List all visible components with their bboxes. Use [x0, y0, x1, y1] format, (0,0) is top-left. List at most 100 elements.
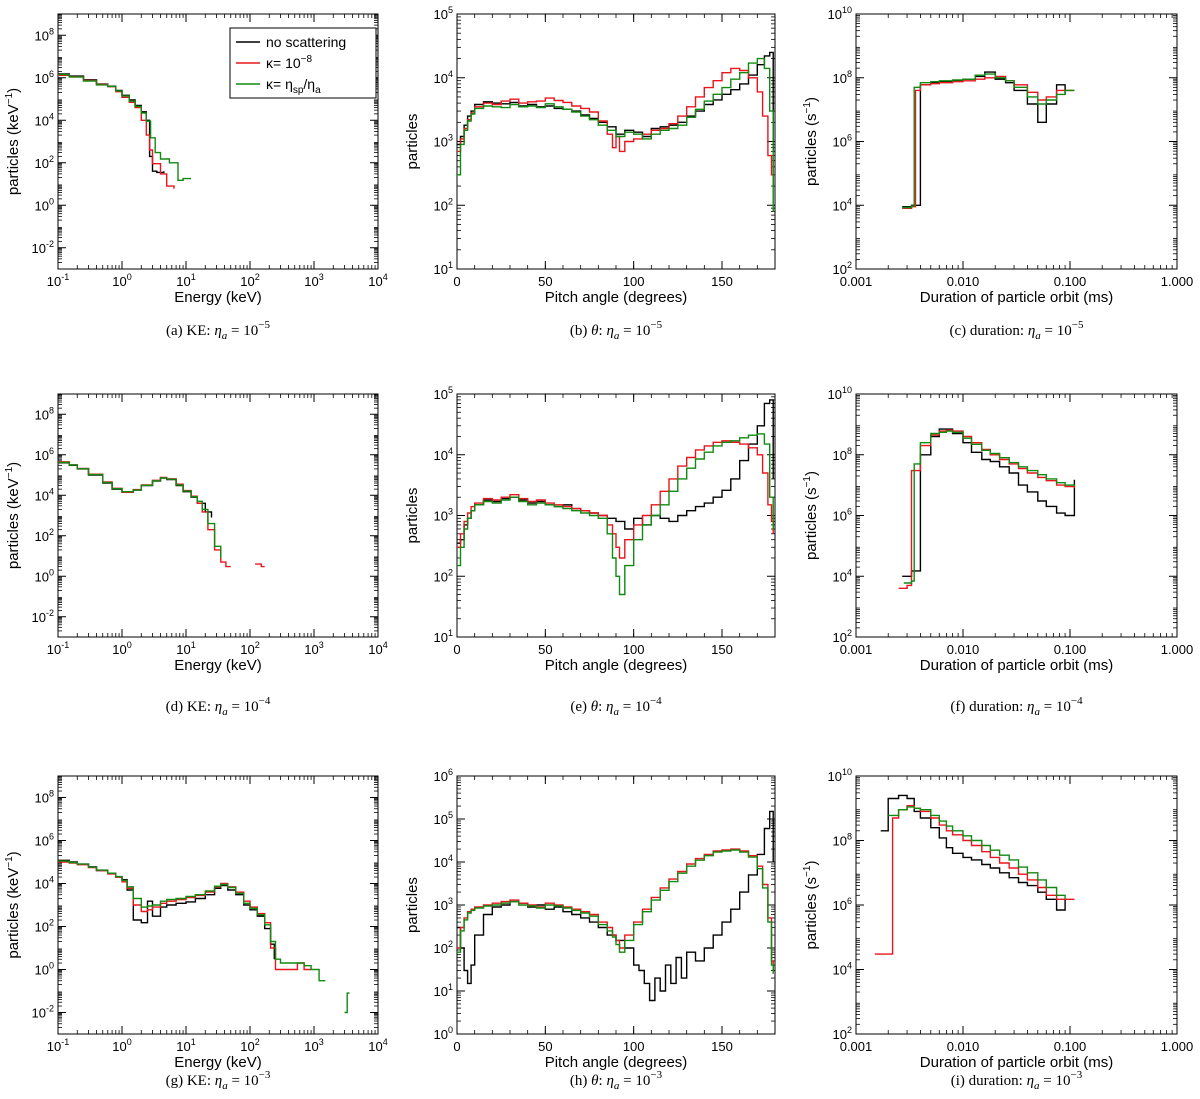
series--sp-a [457, 433, 774, 596]
y-tick-label: 100 [35, 567, 54, 584]
y-tick-label: 103 [434, 896, 453, 913]
y-tick-label: 102 [833, 1025, 852, 1042]
x-tick-label: 103 [304, 640, 323, 657]
panel-caption: (c) duration: ηa = 10−5 [950, 319, 1084, 342]
y-tick-label: 102 [35, 527, 54, 544]
plot-frame [456, 393, 776, 638]
y-tick-label: 101 [434, 628, 453, 645]
x-tick-label: 0.001 [840, 274, 873, 289]
x-tick-label: 100 [112, 1037, 131, 1054]
x-axis-label: Energy (keV) [174, 1054, 262, 1071]
y-tick-label: 104 [434, 69, 453, 86]
x-axis-label: Duration of particle orbit (ms) [920, 1054, 1113, 1071]
legend-label: κ= ηsp/ηa [266, 76, 321, 96]
series-no-scattering [58, 73, 165, 174]
x-axis-label: Duration of particle orbit (ms) [920, 289, 1113, 306]
y-tick-label: 104 [434, 853, 453, 870]
y-axis-label: particles (s−1) [802, 97, 820, 186]
y-tick-label: 102 [434, 939, 453, 956]
series-no-scattering [902, 428, 1076, 577]
series--sp-a [888, 806, 1066, 900]
series--sp-a [903, 430, 1076, 584]
series--10-8 [898, 429, 1076, 589]
x-tick-label: 1.000 [1161, 274, 1194, 289]
y-tick-label: 108 [833, 69, 852, 86]
series--10-8 [874, 805, 1075, 955]
x-tick-label: 0 [453, 274, 460, 289]
x-tick-label: 0.100 [1054, 1039, 1087, 1054]
chart-panel-b: 0 50 100 150 101 102 103 104 105 Pitch angle (deg… [404, 5, 776, 342]
chart-panel-e: 0 50 100 150 101 102 103 104 105 Pitch angle (deg… [404, 385, 776, 718]
y-tick-label: 106 [35, 832, 54, 849]
y-tick-label: 102 [35, 154, 54, 171]
y-tick-label: 104 [833, 196, 852, 213]
plot-frame [57, 13, 379, 270]
x-axis-label: Energy (keV) [174, 289, 262, 306]
y-tick-label: 104 [833, 567, 852, 584]
series--sp-a [902, 73, 1075, 209]
x-tick-label: 100 [112, 640, 131, 657]
panel-caption: (h) θ: ηa = 10−3 [570, 1069, 663, 1092]
series--10-8-tail [255, 563, 265, 568]
x-tick-label: 101 [176, 272, 195, 289]
plot-frame [57, 393, 379, 638]
y-tick-label: 104 [35, 111, 54, 128]
chart-panel-a: 10-1 100 101 102 103 104 10-2 100 102 104 106 108 En… [4, 13, 388, 342]
y-tick-label: 102 [434, 567, 453, 584]
legend-label: no scattering [266, 34, 346, 50]
x-tick-label: 50 [538, 642, 552, 657]
y-tick-label: 101 [434, 260, 453, 277]
x-tick-label: 0.001 [840, 642, 873, 657]
x-tick-label: 100 [623, 1039, 645, 1054]
y-tick-label: 102 [833, 260, 852, 277]
y-tick-label: 100 [35, 196, 54, 213]
y-tick-label: 108 [833, 446, 852, 463]
x-axis-label: Pitch angle (degrees) [545, 289, 688, 306]
x-axis-label: Pitch angle (degrees) [545, 657, 688, 674]
x-tick-label: 104 [368, 640, 387, 657]
x-tick-label: 104 [368, 1037, 387, 1054]
y-tick-label: 104 [833, 961, 852, 978]
x-tick-label: 102 [240, 1037, 259, 1054]
x-tick-label: 100 [623, 642, 645, 657]
x-tick-label: 50 [538, 1039, 552, 1054]
x-axis-label: Pitch angle (degrees) [545, 1054, 688, 1071]
legend-label: κ= 10−8 [266, 54, 312, 71]
x-tick-label: 150 [711, 1039, 733, 1054]
series--10-8 [457, 67, 774, 187]
x-tick-label: 100 [112, 272, 131, 289]
y-tick-label: 106 [833, 133, 852, 150]
y-axis-label: particles (keV−1) [4, 851, 22, 958]
y-tick-label: 104 [35, 486, 54, 503]
x-tick-label: 0.001 [840, 1039, 873, 1054]
series-no-scattering [457, 51, 774, 152]
y-tick-label: 103 [434, 507, 453, 524]
y-axis-label: particles (keV−1) [4, 462, 22, 569]
x-tick-label: 1.000 [1161, 1039, 1194, 1054]
x-tick-label: 50 [538, 274, 552, 289]
x-tick-label: 150 [711, 642, 733, 657]
y-tick-label: 10-2 [32, 1004, 54, 1021]
y-tick-label: 106 [434, 767, 453, 784]
x-tick-label: 102 [240, 640, 259, 657]
series-no-scattering [902, 71, 1066, 208]
series--sp-a-tail [344, 992, 350, 1014]
x-axis-label: Energy (keV) [174, 657, 262, 674]
panel-caption: (e) θ: ηa = 10−4 [570, 695, 662, 718]
y-tick-label: 108 [833, 832, 852, 849]
x-tick-label: 10-1 [47, 640, 69, 657]
x-tick-label: 0.010 [947, 274, 980, 289]
x-tick-label: 101 [176, 1037, 195, 1054]
y-axis-label: particles (keV−1) [4, 88, 22, 195]
y-tick-label: 105 [434, 385, 453, 402]
series-no-scattering [457, 810, 774, 1002]
x-tick-label: 0.010 [947, 1039, 980, 1054]
y-axis-label: particles [404, 488, 421, 544]
x-tick-label: 103 [304, 272, 323, 289]
y-axis-label: particles [404, 114, 421, 170]
series--sp-a [58, 461, 222, 558]
y-tick-label: 105 [434, 5, 453, 22]
y-tick-label: 100 [434, 1025, 453, 1042]
plot-frame [855, 393, 1178, 638]
chart-panel-d: 10-1 100 101 102 103 104 10-2 100 102 104 106 108 En… [4, 393, 388, 718]
